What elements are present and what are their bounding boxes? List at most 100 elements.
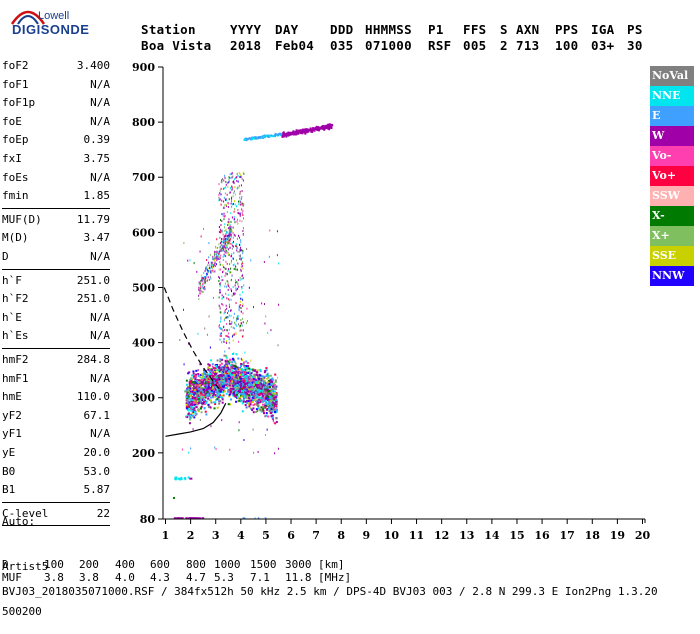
param-name: foEs bbox=[2, 170, 29, 184]
echo-point bbox=[225, 310, 227, 313]
echo-point bbox=[250, 385, 253, 388]
echo-point bbox=[206, 268, 208, 271]
echo-point bbox=[228, 338, 230, 341]
echo-point bbox=[210, 399, 213, 402]
echo-point bbox=[223, 338, 225, 341]
param-name: M(D) bbox=[2, 231, 29, 245]
echo-point bbox=[254, 369, 257, 372]
echo-point bbox=[233, 393, 236, 396]
digisonde-logo-arc bbox=[10, 10, 46, 25]
muf-distance-value: 100 bbox=[44, 558, 64, 571]
echo-point bbox=[225, 240, 227, 243]
echo-point bbox=[218, 296, 220, 299]
echo-point bbox=[191, 391, 194, 394]
echo-point bbox=[231, 205, 233, 208]
legend-vo-: Vo- bbox=[650, 146, 694, 166]
echo-point bbox=[180, 476, 183, 479]
echo-point bbox=[221, 179, 223, 182]
echo-point bbox=[235, 302, 237, 305]
echo-point bbox=[229, 373, 232, 376]
header-label-10: IGA bbox=[591, 22, 615, 37]
echo-point bbox=[223, 248, 225, 251]
echo-point bbox=[271, 389, 274, 392]
echo-point bbox=[223, 187, 225, 190]
echo-point bbox=[227, 360, 230, 363]
echo-point bbox=[224, 386, 227, 389]
echo-point bbox=[295, 130, 298, 133]
echo-point bbox=[198, 283, 200, 286]
echo-point bbox=[237, 174, 239, 177]
param-value: 53.0 bbox=[83, 464, 111, 478]
echo-point bbox=[200, 396, 203, 399]
echo-point bbox=[248, 286, 250, 289]
echo-point bbox=[188, 401, 191, 404]
echo-point bbox=[229, 231, 231, 234]
echo-point bbox=[294, 133, 297, 136]
echo-point bbox=[256, 391, 259, 394]
echo-point bbox=[219, 228, 221, 231]
echo-point bbox=[235, 281, 237, 284]
echo-point bbox=[220, 240, 222, 243]
echo-point bbox=[229, 271, 231, 274]
echo-point bbox=[219, 334, 221, 337]
param-row-foF2: foF2 3.400 bbox=[2, 57, 110, 76]
echo-point bbox=[187, 409, 190, 412]
echo-point bbox=[197, 517, 200, 520]
echo-point bbox=[236, 396, 239, 399]
param-value: N/A bbox=[90, 170, 110, 184]
echo-point bbox=[240, 254, 242, 257]
echo-point bbox=[236, 325, 238, 328]
echo-point bbox=[208, 392, 211, 395]
x-tick-label: 9 bbox=[363, 529, 371, 542]
echo-point bbox=[191, 397, 194, 400]
echo-point bbox=[239, 212, 241, 215]
echo-point bbox=[242, 373, 245, 376]
header-label-2: DAY bbox=[275, 22, 299, 37]
echo-point bbox=[222, 386, 225, 389]
echo-point bbox=[203, 398, 206, 401]
param-value: 67.1 bbox=[83, 408, 111, 422]
echo-point bbox=[266, 377, 269, 380]
echo-point bbox=[268, 407, 271, 410]
echo-point bbox=[236, 246, 238, 249]
echo-point bbox=[220, 332, 222, 335]
echo-point bbox=[202, 376, 205, 379]
echo-point bbox=[257, 407, 260, 410]
echo-point bbox=[209, 387, 212, 390]
echo-point bbox=[271, 394, 274, 397]
echo-point bbox=[246, 248, 248, 251]
echo-point bbox=[275, 402, 278, 405]
echo-point bbox=[322, 125, 325, 128]
echo-point bbox=[231, 353, 234, 356]
echo-point bbox=[211, 365, 213, 368]
legend-ssw: SSW bbox=[650, 186, 694, 206]
echo-point bbox=[270, 381, 273, 384]
echo-point bbox=[198, 288, 200, 291]
echo-point bbox=[248, 384, 251, 387]
echo-point bbox=[250, 375, 253, 378]
echo-point bbox=[189, 477, 193, 480]
echo-point bbox=[210, 261, 212, 264]
echo-point bbox=[216, 396, 219, 399]
echo-point bbox=[204, 276, 206, 279]
echo-point bbox=[229, 191, 231, 194]
echo-point bbox=[253, 384, 256, 387]
echo-point bbox=[214, 379, 217, 382]
echo-point bbox=[189, 384, 192, 387]
header-label-7: S bbox=[500, 22, 508, 37]
echo-point bbox=[210, 271, 212, 274]
echo-point bbox=[225, 198, 227, 201]
echo-point bbox=[226, 316, 228, 319]
echo-point bbox=[196, 270, 198, 273]
echo-point bbox=[269, 402, 272, 405]
x-tick-label: 12 bbox=[434, 529, 449, 542]
echo-point bbox=[194, 399, 197, 402]
echo-point bbox=[213, 390, 216, 393]
echo-point bbox=[240, 270, 242, 273]
echo-point bbox=[235, 353, 238, 356]
echo-point bbox=[198, 289, 200, 292]
echo-point bbox=[209, 275, 211, 278]
echo-point bbox=[229, 191, 231, 194]
echo-point bbox=[204, 402, 207, 405]
echo-point bbox=[193, 416, 196, 419]
